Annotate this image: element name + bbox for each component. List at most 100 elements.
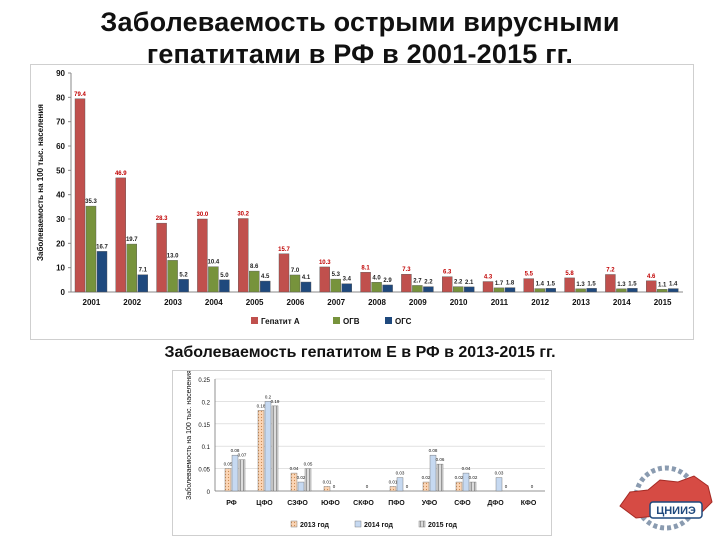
x-tick-label: 2003 [164, 298, 182, 307]
legend-swatch [385, 317, 392, 324]
y-tick-label: 0.15 [198, 423, 210, 429]
x-tick-label: 2007 [327, 298, 345, 307]
bar [455, 481, 463, 492]
legend-label: ОГС [395, 317, 412, 326]
x-tick-label: РФ [226, 500, 237, 507]
data-label: 0.03 [396, 471, 405, 476]
data-label: 19.7 [126, 237, 138, 243]
data-label: 0 [333, 484, 336, 489]
data-label: 2.9 [383, 278, 392, 284]
data-label: 4.5 [261, 274, 270, 280]
data-label: 30.2 [237, 212, 249, 218]
data-label: 7.1 [139, 268, 148, 274]
chart2-svg: 0 0.05 0.1 0.15 0.2 0.25 Заболеваемость на 100… [185, 370, 545, 529]
bar [422, 481, 430, 492]
y-tick-label: 10 [56, 264, 65, 273]
bar [423, 286, 434, 293]
legend-label: 2015 год [428, 522, 458, 529]
data-label: 0.05 [224, 462, 233, 467]
x-tick-label: 2009 [409, 298, 427, 307]
data-label: 0 [531, 484, 534, 489]
y-tick-label: 20 [56, 239, 65, 248]
y-axis-label: Заболеваемость на 100 тыс. населения [185, 371, 193, 500]
data-label: 2.1 [465, 280, 474, 286]
bar [271, 405, 279, 492]
x-tick-label: ДФО [487, 500, 504, 507]
data-label: 1.1 [658, 282, 667, 288]
data-label: 2.7 [413, 278, 422, 284]
bar [564, 277, 575, 293]
logo: ЦНИИЭ [608, 462, 716, 536]
bar [300, 281, 312, 293]
bar [319, 266, 330, 293]
bar [74, 98, 86, 293]
chart-hepatitis-e: 0 0.05 0.1 0.15 0.2 0.25 Заболеваемость на 100… [172, 370, 552, 536]
data-label: 0.05 [304, 462, 313, 467]
data-label: 5.8 [565, 271, 574, 277]
data-label: 0.08 [231, 448, 240, 453]
bar [167, 260, 178, 293]
data-label: 6.3 [443, 270, 452, 276]
y-tick-label: 30 [56, 215, 65, 224]
bar [668, 288, 679, 293]
bar [442, 276, 453, 293]
y-tick-label: 70 [56, 118, 65, 127]
chart-acute-viral-hepatitis: 0 10 20 30 40 50 60 70 80 90 Заболеваемость на 100… [30, 64, 694, 340]
bar [371, 282, 382, 293]
x-tick-label: 2005 [246, 298, 264, 307]
data-label: 1.4 [536, 282, 545, 288]
x-tick-label: УФО [422, 500, 438, 507]
logo-text: ЦНИИЭ [656, 505, 696, 517]
data-label: 0 [505, 484, 508, 489]
chart-subtitle: Заболеваемость гепатитом Е в РФ в 2013-2… [164, 344, 556, 361]
bar [264, 401, 272, 492]
data-label: 30.0 [197, 212, 209, 218]
bar [219, 279, 230, 293]
bar [341, 283, 352, 293]
data-label: 0 [406, 484, 409, 489]
data-label: 0.02 [469, 475, 478, 480]
bar [462, 472, 470, 492]
data-label: 0.01 [323, 480, 332, 485]
data-label: 5.2 [179, 272, 188, 278]
x-tick-label: 2010 [450, 298, 468, 307]
data-label: 0.02 [297, 475, 306, 480]
bar [224, 468, 232, 492]
x-tick-label: ЮФО [321, 500, 340, 507]
bar [464, 286, 475, 293]
legend-swatch [251, 317, 258, 324]
bar [231, 454, 239, 492]
data-label: 0.04 [290, 466, 299, 471]
data-label: 8.6 [250, 264, 259, 270]
bar [453, 286, 464, 293]
data-label: 0.01 [389, 480, 398, 485]
data-label: 4.3 [484, 275, 493, 281]
bar [237, 218, 249, 293]
legend-swatch [354, 520, 362, 528]
data-label: 7.0 [291, 268, 300, 274]
legend-swatch [290, 520, 298, 528]
bar [469, 481, 477, 492]
bar [304, 468, 312, 492]
bar [495, 477, 503, 492]
bar [238, 459, 246, 492]
data-label: 0.19 [271, 399, 280, 404]
data-label: 4.1 [302, 275, 311, 281]
data-label: 0.07 [238, 453, 247, 458]
bar [482, 281, 494, 293]
data-label: 35.3 [85, 199, 97, 205]
data-label: 1.7 [495, 281, 504, 287]
bar [297, 481, 305, 492]
data-label: 2.2 [424, 280, 433, 286]
data-label: 0.02 [455, 475, 464, 480]
data-label: 0.06 [436, 457, 445, 462]
data-label: 5.5 [525, 272, 534, 278]
y-tick-label: 0.1 [202, 445, 211, 451]
legend-swatch [333, 317, 340, 324]
data-label: 0.03 [495, 471, 504, 476]
data-label: 4.0 [372, 275, 381, 281]
bar [389, 486, 397, 492]
data-label: 1.3 [617, 282, 626, 288]
bar [575, 288, 586, 293]
bar [248, 270, 260, 293]
